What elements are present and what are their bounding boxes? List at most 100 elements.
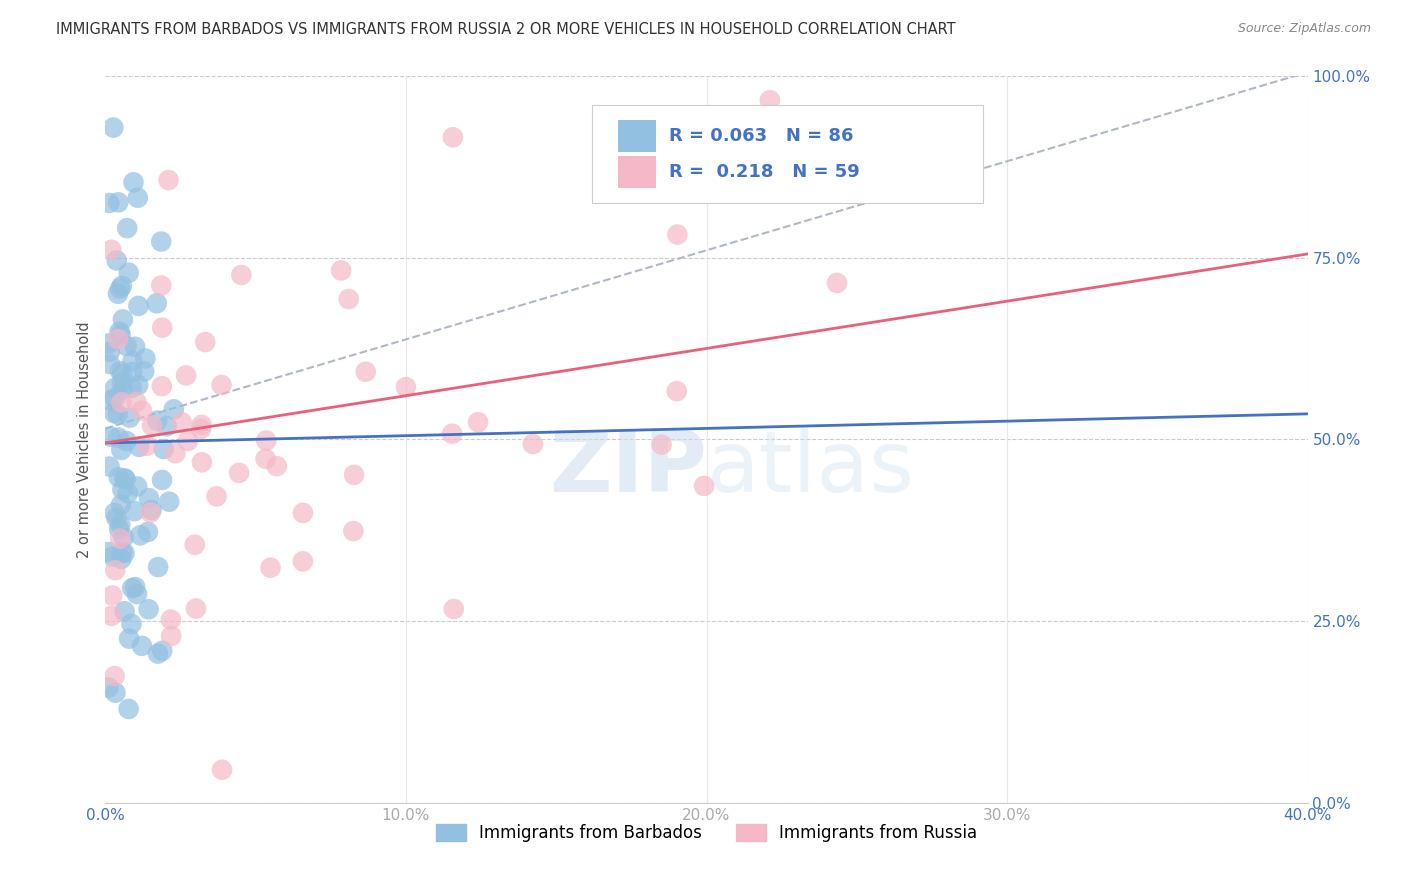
Text: R = 0.063   N = 86: R = 0.063 N = 86 <box>669 127 853 145</box>
Point <box>118 632 141 646</box>
Point <box>191 455 214 469</box>
Point <box>127 299 149 313</box>
Point <box>129 528 152 542</box>
Point <box>115 339 138 353</box>
Point <box>152 442 174 456</box>
Point <box>103 120 125 135</box>
Point <box>115 434 138 448</box>
Point <box>254 451 277 466</box>
Point <box>107 332 129 346</box>
Point <box>111 376 134 390</box>
Point <box>174 368 197 383</box>
Point <box>342 524 364 538</box>
Point <box>100 393 122 408</box>
Point <box>127 378 149 392</box>
Point <box>107 195 129 210</box>
Point <box>184 601 207 615</box>
Point <box>112 471 135 485</box>
Point <box>343 467 366 482</box>
Point <box>114 546 136 560</box>
Point <box>101 589 124 603</box>
Text: atlas: atlas <box>707 427 914 510</box>
Point <box>125 395 148 409</box>
Point <box>141 503 163 517</box>
Point <box>522 437 544 451</box>
Point <box>107 286 129 301</box>
Point <box>205 489 228 503</box>
Point <box>159 613 181 627</box>
Point <box>97 545 120 559</box>
Point <box>160 629 183 643</box>
Point <box>139 506 162 520</box>
Point <box>105 253 128 268</box>
Point <box>111 367 134 381</box>
Point <box>103 406 125 420</box>
Point <box>124 504 146 518</box>
Point <box>98 459 121 474</box>
Point <box>110 552 132 566</box>
Point <box>107 431 129 445</box>
Point <box>157 494 180 508</box>
Point <box>211 763 233 777</box>
Point <box>110 442 132 457</box>
Point <box>291 506 314 520</box>
Point <box>104 506 127 520</box>
FancyBboxPatch shape <box>592 105 983 203</box>
Point <box>146 647 169 661</box>
Point <box>157 173 180 187</box>
Point <box>395 380 418 394</box>
Point <box>156 419 179 434</box>
Point <box>170 415 193 429</box>
Point <box>666 227 689 242</box>
Point <box>101 549 124 564</box>
Point <box>141 418 163 433</box>
Point <box>110 327 132 342</box>
Point <box>104 381 127 395</box>
Point <box>121 365 143 379</box>
Point <box>111 545 134 559</box>
Point <box>124 580 146 594</box>
Point <box>100 243 122 257</box>
Point <box>110 517 132 532</box>
Point <box>107 470 129 484</box>
Point <box>146 560 169 574</box>
Point <box>111 312 134 326</box>
Point <box>150 235 173 249</box>
Point <box>259 560 281 574</box>
Point <box>98 357 121 371</box>
Point <box>114 604 136 618</box>
Point <box>177 434 200 448</box>
Point <box>131 639 153 653</box>
Point <box>104 686 127 700</box>
Point <box>146 414 169 428</box>
Point <box>825 276 848 290</box>
Point <box>114 472 136 486</box>
Point <box>134 364 156 378</box>
Point <box>131 403 153 417</box>
Point <box>108 325 131 339</box>
Point <box>138 602 160 616</box>
Point <box>150 320 173 334</box>
Point <box>163 402 186 417</box>
Point <box>108 282 131 296</box>
Point <box>134 351 156 366</box>
Point <box>354 365 377 379</box>
Point <box>111 483 134 497</box>
Point <box>441 130 464 145</box>
Point <box>128 440 150 454</box>
Point <box>112 531 135 545</box>
Point <box>100 430 122 444</box>
Point <box>117 486 139 500</box>
Point <box>266 459 288 474</box>
Point <box>443 602 465 616</box>
Point <box>231 268 253 282</box>
Point <box>330 263 353 277</box>
Point <box>108 364 131 378</box>
Point <box>107 407 129 421</box>
Y-axis label: 2 or more Vehicles in Household: 2 or more Vehicles in Household <box>76 321 91 558</box>
Point <box>793 145 815 160</box>
Point <box>104 391 127 405</box>
Point <box>111 383 134 397</box>
Point <box>665 384 688 398</box>
Point <box>121 616 143 631</box>
